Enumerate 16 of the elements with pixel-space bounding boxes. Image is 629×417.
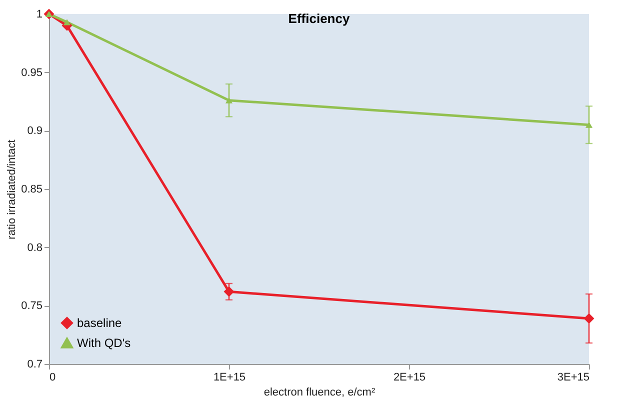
- chart-title: Efficiency: [288, 11, 350, 26]
- y-tick-label: 1: [36, 8, 42, 20]
- y-tick-label: 0.9: [27, 125, 42, 138]
- y-tick-label: 0.75: [21, 300, 42, 312]
- legend-label: With QD's: [77, 336, 131, 350]
- y-tick-label: 0.85: [21, 184, 42, 196]
- x-tick-label: 3E+15: [557, 372, 590, 384]
- x-tick-label: 2E+15: [393, 372, 426, 384]
- y-axis-title: ratio irradiated/intact: [6, 140, 18, 240]
- x-tick-label: 0: [50, 372, 56, 384]
- x-tick-label: 1E+15: [213, 372, 246, 384]
- x-axis-title: electron fluence, e/cm²: [264, 386, 376, 398]
- legend-label: baseline: [77, 316, 122, 330]
- y-tick-label: 0.8: [27, 242, 42, 254]
- y-tick-label: 0.95: [21, 66, 42, 79]
- y-tick-label: 0.7: [27, 358, 42, 370]
